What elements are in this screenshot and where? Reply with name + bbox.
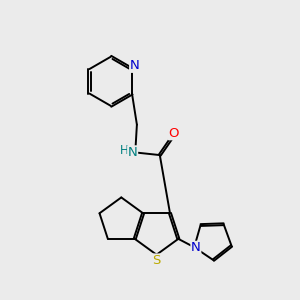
Text: N: N [130,59,140,72]
Text: O: O [169,127,179,140]
Text: N: N [128,146,137,159]
Text: N: N [191,242,201,254]
Text: H: H [119,144,128,157]
Text: S: S [152,254,160,267]
